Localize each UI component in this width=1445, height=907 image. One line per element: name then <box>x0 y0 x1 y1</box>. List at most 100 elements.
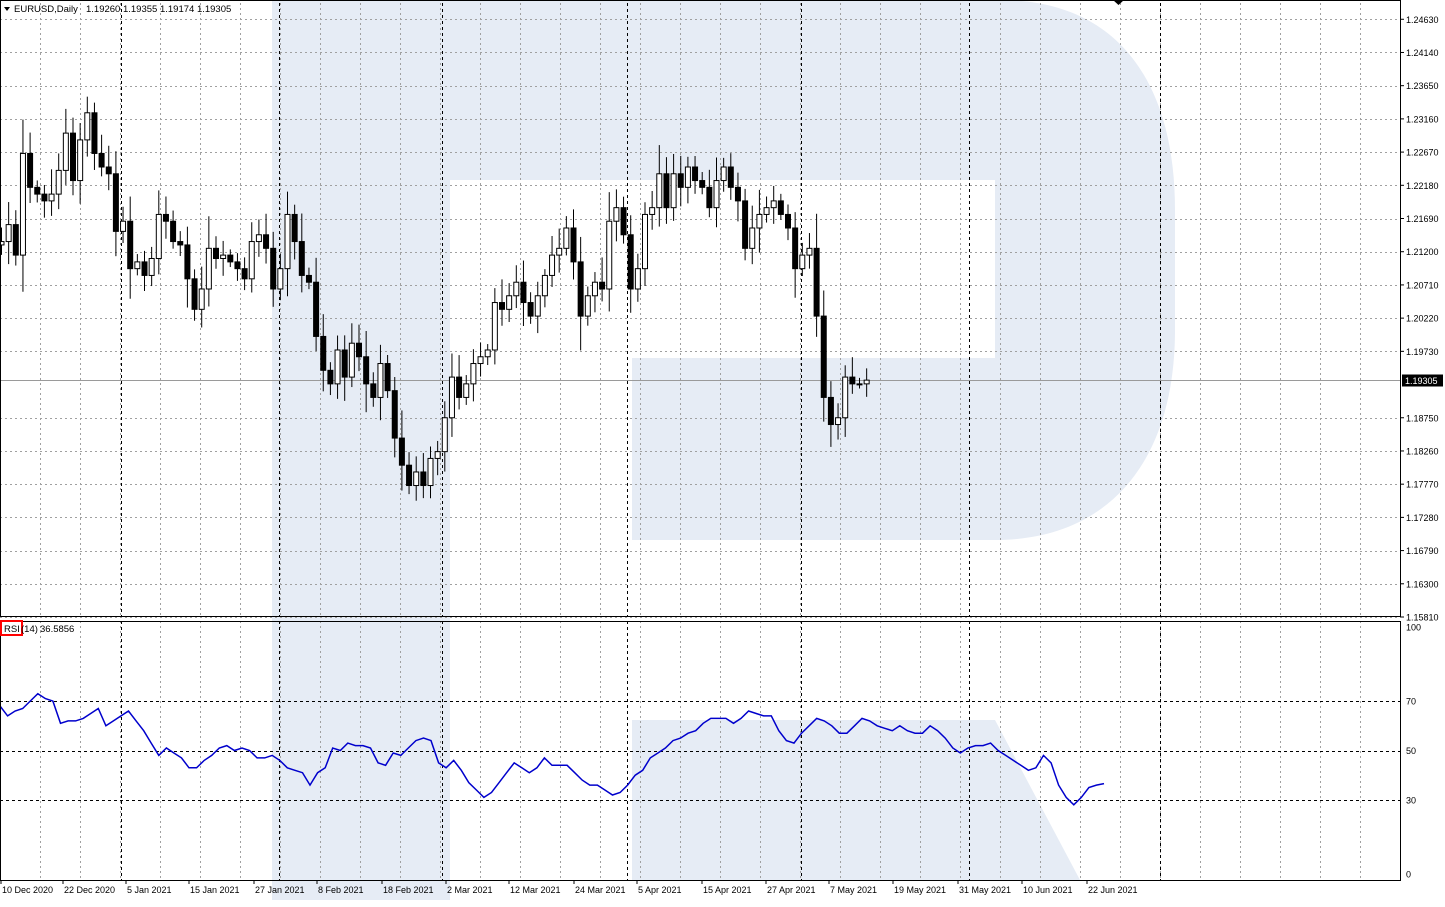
candle-bear <box>91 112 98 154</box>
symbol-label: EURUSD,Daily <box>14 4 78 15</box>
watermark-bowl <box>450 0 1175 540</box>
candle-bear <box>191 278 198 310</box>
symbol-header: EURUSD,Daily 1.19260 1.19355 1.19174 1.1… <box>4 4 231 15</box>
candle-bull <box>770 200 777 209</box>
price-tick-label: 1.18750 <box>1406 413 1439 423</box>
candle-bear <box>384 363 391 392</box>
candle-bull <box>613 207 620 222</box>
candle-bull <box>348 342 355 378</box>
time-tick-label: 7 May 2021 <box>830 885 877 895</box>
price-tick-label: 1.23160 <box>1406 114 1439 124</box>
candle-bull <box>55 169 62 195</box>
candle-bear <box>520 281 527 304</box>
candle-bear <box>213 247 219 259</box>
price-tick-label: 1.24630 <box>1406 15 1439 25</box>
candle-bull <box>556 247 563 256</box>
candle-bear <box>820 315 827 398</box>
price-tick-label: 1.22180 <box>1406 181 1439 191</box>
candle-bull <box>713 180 720 209</box>
rsi-value: 36.5856 <box>40 624 74 635</box>
candle-bull <box>470 363 477 385</box>
candle-bull <box>62 132 69 171</box>
candle-bear <box>577 261 584 317</box>
time-tick-label: 24 Mar 2021 <box>575 885 626 895</box>
price-tick-label: 1.19730 <box>1406 347 1439 357</box>
rsi-tick-label: 0 <box>1406 870 1411 880</box>
time-tick-label: 22 Dec 2020 <box>64 885 115 895</box>
candle-bear <box>406 464 413 487</box>
candle-bear <box>356 342 362 358</box>
current-price-label: 1.19305 <box>1405 376 1438 386</box>
candle-bull <box>84 112 91 141</box>
candle-bull <box>0 241 5 246</box>
rsi-header: RSI (14) 36.5856 <box>0 620 74 636</box>
time-tick-label: 18 Feb 2021 <box>383 885 434 895</box>
time-tick-label: 22 Jun 2021 <box>1088 885 1138 895</box>
time-tick-label: 5 Apr 2021 <box>638 885 682 895</box>
candle-bull <box>799 254 806 270</box>
candle-bull <box>377 363 384 398</box>
rsi-panel <box>0 692 1105 806</box>
dropdown-triangle-icon[interactable] <box>4 7 10 11</box>
candle-bear <box>291 213 298 243</box>
main-panel-border <box>0 0 1401 617</box>
candle-bear <box>234 261 241 270</box>
watermark-stem <box>272 0 450 900</box>
time-tick-label: 10 Jun 2021 <box>1023 885 1073 895</box>
candle-bull <box>484 349 491 358</box>
candle-bear <box>370 383 377 398</box>
close-chart-control[interactable] <box>1113 0 1124 5</box>
candle-bear <box>570 227 577 263</box>
price-tick-label: 1.15810 <box>1406 613 1439 623</box>
candle-bull <box>634 268 641 290</box>
candle-bull <box>806 247 813 256</box>
candle-bear <box>34 186 41 195</box>
candle-bull <box>491 302 498 351</box>
candle-bear <box>627 234 634 290</box>
time-tick-label: 27 Jan 2021 <box>255 885 305 895</box>
current-price-box <box>1402 374 1443 387</box>
price-tick-label: 1.17770 <box>1406 480 1439 490</box>
time-tick-label: 2 Mar 2021 <box>447 885 493 895</box>
price-tick-label: 1.18260 <box>1406 446 1439 456</box>
candle-bull <box>541 274 548 297</box>
scroll-triangle-icon[interactable] <box>1113 0 1124 5</box>
candle-bear <box>127 220 134 270</box>
candle-bear <box>777 200 784 215</box>
candle-bear <box>785 213 791 229</box>
candle-bull <box>334 349 341 385</box>
candle-bear <box>620 207 627 236</box>
candle-bear <box>456 376 463 398</box>
candle-bull <box>134 261 141 270</box>
candle-bear <box>398 437 405 466</box>
candle-bull <box>205 247 212 290</box>
candle-bear <box>184 244 191 280</box>
candle-bull <box>19 152 26 256</box>
ohlc-values: 1.19260 1.19355 1.19174 1.19305 <box>86 4 231 15</box>
price-tick-label: 1.20220 <box>1406 314 1439 324</box>
candle-bear <box>305 274 312 283</box>
rsi-line <box>0 692 1105 806</box>
candle-bull <box>448 376 455 419</box>
indicator-highlight-box <box>0 620 23 636</box>
candle-bull <box>5 224 12 243</box>
rsi-params: (14) <box>21 624 38 635</box>
candle-bear <box>692 166 699 182</box>
candle-bull <box>863 379 870 385</box>
candle-bull <box>77 139 84 182</box>
candle-bear <box>727 166 734 188</box>
candle-bull <box>549 254 556 276</box>
candle-bear <box>742 200 749 249</box>
candle-bull <box>441 417 448 453</box>
candle-bear <box>241 268 248 280</box>
candle-bear <box>527 302 534 317</box>
candle-bull <box>277 268 284 290</box>
candle-bull <box>427 457 434 487</box>
candle-bear <box>98 152 105 168</box>
price-candles <box>0 96 870 501</box>
candle-bear <box>599 281 606 290</box>
candle-bear <box>813 247 820 317</box>
candle-bull <box>763 207 770 215</box>
